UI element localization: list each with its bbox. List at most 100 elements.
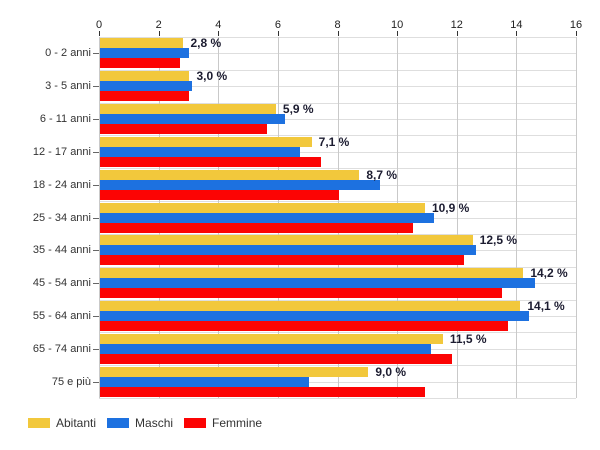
bar-maschi-25-34-anni <box>100 212 434 223</box>
bar-abitanti-75-e-pi- <box>100 366 369 377</box>
bar-abitanti-65-74-anni <box>100 333 443 344</box>
x-axis-tick <box>218 31 220 36</box>
y-axis-tick <box>93 217 99 219</box>
legend-swatch-abitanti <box>28 418 50 428</box>
chart-legend: Abitanti Maschi Femmine <box>28 416 262 430</box>
legend-swatch-maschi <box>107 418 130 428</box>
bar-abitanti-0-2-anni <box>100 38 184 49</box>
y-axis-tick <box>93 348 99 350</box>
x-axis-tick-label: 8 <box>334 19 341 31</box>
category-label: 25 - 34 anni <box>32 211 91 224</box>
legend-item-femmine: Femmine <box>184 416 262 430</box>
legend-label: Abitanti <box>56 416 97 430</box>
x-axis-tick <box>158 31 160 36</box>
bar-femmine-45-54-anni <box>100 288 503 299</box>
category-label: 6 - 11 anni <box>39 113 91 126</box>
legend-label: Femmine <box>212 416 263 430</box>
bar-maschi-45-54-anni <box>100 278 536 289</box>
bar-femmine-12-17-anni <box>100 156 321 167</box>
y-axis-tick <box>93 283 99 285</box>
bar-femmine-0-2-anni <box>100 58 181 69</box>
category-label: 0 - 2 anni <box>45 47 91 60</box>
bar-abitanti-18-24-anni <box>100 169 360 180</box>
bar-maschi-65-74-anni <box>100 343 431 354</box>
data-label: 8,7 % <box>366 167 398 182</box>
data-label: 2,8 % <box>190 36 222 51</box>
bar-abitanti-6-11-anni <box>100 104 276 115</box>
x-axis-tick-label: 10 <box>391 19 404 31</box>
x-axis-tick-label: 6 <box>274 19 281 31</box>
category-label: 45 - 54 anni <box>32 277 91 290</box>
x-axis-tick <box>516 31 518 36</box>
x-axis-tick-label: 4 <box>215 19 222 31</box>
y-axis-tick <box>93 151 99 153</box>
x-axis-tick-label: 14 <box>510 19 523 31</box>
y-axis-tick <box>93 119 99 121</box>
x-axis-tick <box>277 31 279 36</box>
bar-maschi-75-e-pi- <box>100 376 309 387</box>
bar-abitanti-3-5-anni <box>100 71 190 82</box>
bar-maschi-12-17-anni <box>100 146 300 157</box>
data-label: 9,0 % <box>375 364 406 379</box>
legend-label: Maschi <box>135 416 174 430</box>
horizontal-gridline <box>99 398 576 399</box>
category-label: 65 - 74 anni <box>32 342 91 355</box>
category-label: 35 - 44 anni <box>32 244 91 257</box>
bar-abitanti-35-44-anni <box>100 235 473 246</box>
x-axis-tick-label: 2 <box>155 19 162 31</box>
bar-femmine-35-44-anni <box>100 255 464 266</box>
x-axis-tick <box>337 31 339 36</box>
bar-maschi-0-2-anni <box>100 48 190 59</box>
category-label: 18 - 24 anni <box>32 178 91 191</box>
bar-femmine-55-64-anni <box>100 320 509 331</box>
legend-item-abitanti: Abitanti <box>28 416 96 430</box>
bar-femmine-65-74-anni <box>100 353 452 364</box>
x-axis-tick <box>456 31 458 36</box>
bar-femmine-25-34-anni <box>100 222 414 233</box>
vertical-gridline <box>456 37 458 398</box>
vertical-gridline <box>516 37 518 398</box>
y-axis-tick <box>93 381 99 383</box>
bar-maschi-3-5-anni <box>100 81 193 92</box>
bar-maschi-18-24-anni <box>100 179 381 190</box>
x-axis-tick <box>99 31 100 36</box>
legend-item-maschi: Maschi <box>107 416 173 430</box>
x-axis-tick-label: 12 <box>450 19 463 31</box>
bar-maschi-6-11-anni <box>100 114 285 125</box>
x-axis-tick-label: 0 <box>95 19 103 31</box>
category-label: 3 - 5 anni <box>45 80 91 93</box>
bar-maschi-55-64-anni <box>100 310 530 321</box>
data-label: 14,1 % <box>527 298 565 313</box>
vertical-gridline <box>576 37 577 398</box>
y-axis-tick <box>93 86 99 88</box>
x-axis-tick-label: 16 <box>569 19 583 31</box>
y-axis-tick <box>93 184 99 186</box>
bar-abitanti-25-34-anni <box>100 202 425 213</box>
category-label: 12 - 17 anni <box>32 145 91 158</box>
bar-abitanti-45-54-anni <box>100 268 524 279</box>
vertical-gridline <box>99 37 100 398</box>
bar-abitanti-55-64-anni <box>100 300 521 311</box>
data-label: 14,2 % <box>530 266 568 281</box>
legend-swatch-femmine <box>184 418 207 428</box>
y-axis-tick <box>93 250 99 252</box>
x-axis-tick <box>397 31 399 36</box>
x-axis-tick <box>576 31 577 36</box>
bar-maschi-35-44-anni <box>100 245 476 256</box>
category-label: 75 e più <box>51 375 91 388</box>
bar-femmine-75-e-pi- <box>100 386 425 397</box>
bar-femmine-3-5-anni <box>100 91 190 102</box>
bar-femmine-6-11-anni <box>100 124 267 135</box>
data-label: 10,9 % <box>431 200 470 215</box>
y-axis-tick <box>93 53 99 55</box>
data-label: 11,5 % <box>449 331 487 346</box>
data-label: 7,1 % <box>318 134 350 149</box>
y-axis-tick <box>93 315 99 317</box>
bar-abitanti-12-17-anni <box>100 136 312 147</box>
data-label: 12,5 % <box>479 233 518 248</box>
category-label: 55 - 64 anni <box>32 309 91 322</box>
data-label: 3,0 % <box>196 69 228 84</box>
data-label: 5,9 % <box>282 102 314 117</box>
bar-femmine-18-24-anni <box>100 189 339 200</box>
